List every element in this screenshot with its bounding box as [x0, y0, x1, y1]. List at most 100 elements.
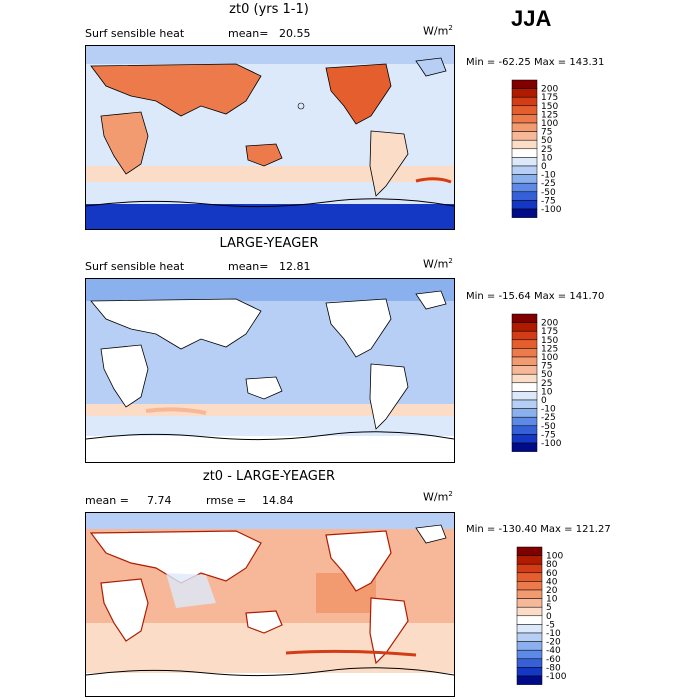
colorbar-tick-label: -75	[541, 430, 556, 440]
colorbar-swatch	[511, 442, 538, 452]
colorbar-swatch	[511, 182, 538, 193]
panel-1-variable-label: Surf sensible heat	[85, 27, 185, 40]
colorbar-swatch	[511, 339, 538, 349]
colorbar-tick-label: 175	[541, 93, 558, 103]
africa	[100, 578, 149, 642]
panel-3-colorbar: 100 80 60 40 20 10 5 0 -5 -10 -20 -40 -60 -80 -100	[516, 546, 597, 687]
colorbar-swatch	[511, 114, 538, 124]
north-america	[325, 530, 392, 592]
colorbar-tick-label: -25	[541, 413, 556, 423]
colorbar-tick-label: 150	[541, 336, 558, 346]
greenland	[415, 524, 447, 544]
colorbar-tick-label: -5	[546, 620, 555, 630]
colorbar-swatch	[516, 658, 543, 668]
colorbar-tick-label: 0	[541, 396, 547, 406]
colorbar-swatch	[511, 79, 538, 89]
colorbar-swatch	[511, 208, 538, 218]
colorbar-tick-label: -10	[541, 405, 556, 415]
colorbar-swatch	[511, 165, 538, 175]
panel-3-rmse-label: rmse =	[206, 494, 247, 507]
southern-warm-streak	[285, 649, 417, 657]
panel-1-map	[85, 45, 455, 230]
indian-ocean-cool	[166, 573, 216, 608]
colorbar-swatch	[511, 313, 538, 323]
colorbar-tick-label: 125	[541, 110, 558, 120]
colorbar-tick-label: -100	[541, 205, 562, 215]
colorbar-swatch	[511, 365, 538, 375]
colorbar-swatch	[516, 675, 543, 685]
south-america	[369, 363, 409, 430]
colorbar-swatch	[516, 624, 543, 634]
australia	[245, 376, 283, 400]
colorbar-swatch	[516, 546, 543, 556]
colorbar-tick-label: 10	[541, 153, 553, 163]
panel-1-colorbar: 200 175 150 125 100 75 50 25 10 0 -10 -25 -50 -75 -100	[511, 79, 592, 220]
southern-warm-band	[86, 166, 454, 182]
colorbar-swatch	[516, 555, 543, 565]
colorbar-tick-label: -100	[541, 439, 562, 449]
colorbar-tick-label: 75	[541, 128, 552, 138]
indian-ocean-warm	[145, 407, 207, 415]
north-america	[325, 298, 392, 358]
panel-2-units: W/m2	[423, 257, 453, 271]
greenland	[415, 290, 447, 310]
colorbar-swatch	[516, 589, 543, 599]
colorbar-tick-label: -25	[541, 179, 556, 189]
antarctica-coast	[86, 198, 454, 208]
colorbar-tick-label: -60	[546, 655, 561, 665]
eurasia	[89, 530, 262, 584]
colorbar-tick-label: -50	[541, 422, 556, 432]
colorbar-swatch	[511, 373, 538, 384]
greenland	[415, 57, 447, 77]
southern-ocean-band	[86, 416, 454, 436]
colorbar-tick-label: -10	[546, 629, 561, 639]
colorbar-tick-label: 10	[546, 595, 558, 605]
south-america	[369, 130, 409, 197]
colorbar-tick-label: 175	[541, 327, 558, 337]
colorbar-tick-label: 60	[546, 569, 558, 579]
colorbar-swatch	[511, 399, 538, 409]
colorbar-swatch	[516, 581, 543, 591]
colorbar-tick-label: 10	[541, 387, 553, 397]
antarctica-fill	[86, 673, 454, 696]
colorbar-swatch	[511, 88, 538, 98]
colorbar-tick-label: 100	[541, 119, 558, 129]
panel-3-mean-value: 7.74	[147, 494, 172, 507]
panel-3-rmse-value: 14.84	[262, 494, 294, 507]
panel-3-minmax: Min = -130.40 Max = 121.27	[466, 524, 611, 535]
colorbar-tick-label: 150	[541, 102, 558, 112]
panel-1-mean-label: mean=	[228, 27, 269, 40]
colorbar-tick-label: 20	[546, 586, 558, 596]
colorbar-swatch	[511, 122, 538, 132]
antarctica-coast	[86, 431, 454, 441]
panel-2-variable-label: Surf sensible heat	[85, 260, 185, 273]
colorbar-tick-label: -40	[546, 646, 561, 656]
colorbar-tick-label: 125	[541, 344, 558, 354]
colorbar-tick-label: 0	[546, 612, 552, 622]
hawaii	[297, 102, 305, 110]
colorbar-swatch	[511, 191, 538, 201]
africa	[100, 111, 149, 175]
colorbar-tick-label: 25	[541, 379, 552, 389]
colorbar-swatch	[511, 200, 538, 210]
colorbar-swatch	[516, 606, 543, 617]
panel-3-title: zt0 - LARGE-YEAGER	[202, 469, 336, 484]
colorbar-swatch	[511, 330, 538, 341]
colorbar-swatch	[516, 667, 543, 677]
colorbar-swatch	[511, 139, 538, 150]
panel-1-map-svg	[86, 46, 454, 229]
colorbar-swatch	[511, 408, 538, 418]
panel-3-map-svg	[86, 513, 454, 696]
south-atlantic-warm	[415, 177, 452, 184]
colorbar-swatch	[511, 425, 538, 435]
panel-2-map-svg	[86, 279, 454, 462]
colorbar-tick-label: -75	[541, 196, 556, 206]
colorbar-swatch	[516, 649, 543, 660]
antarctica-fill	[86, 204, 454, 229]
panel-1-mean-value: 20.55	[279, 27, 311, 40]
colorbar-swatch	[511, 131, 538, 141]
colorbar-tick-label: 100	[541, 353, 558, 363]
colorbar-tick-label: 75	[541, 362, 552, 372]
colorbar-swatch	[511, 348, 538, 358]
colorbar-swatch	[516, 563, 543, 574]
